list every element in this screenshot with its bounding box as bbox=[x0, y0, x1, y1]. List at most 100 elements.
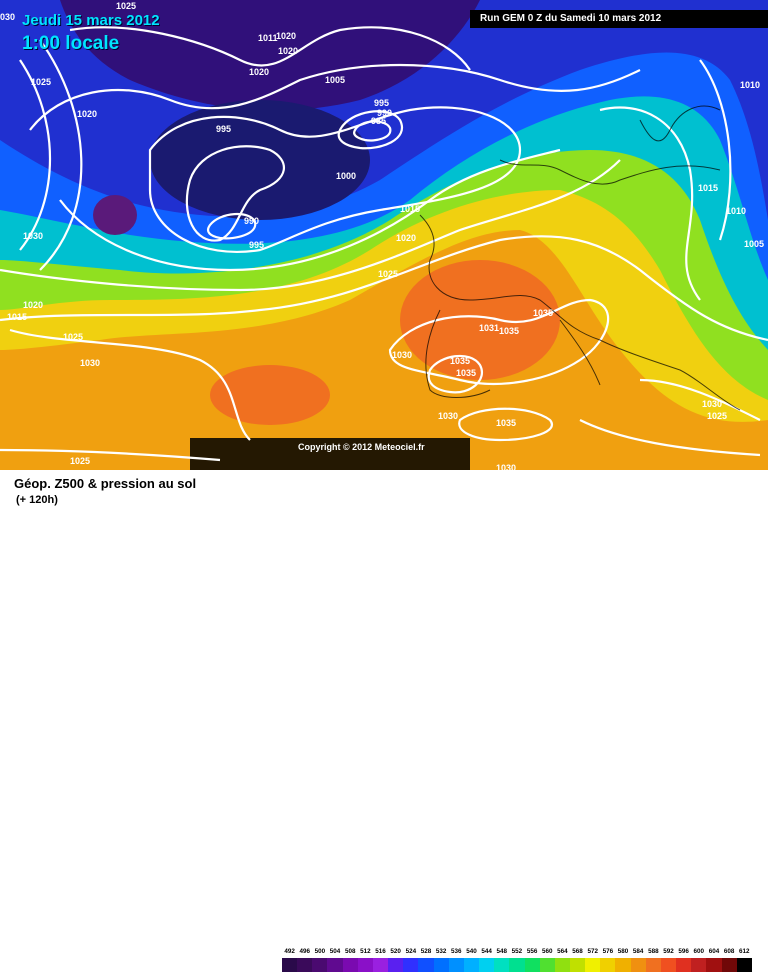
color-scale: 492 496 500 504 508 512 516 520 524 528 532 536 540 5… bbox=[282, 948, 752, 978]
isobar bbox=[59, 148, 561, 272]
scale-swatch bbox=[403, 958, 419, 972]
scale-value: 508 bbox=[344, 948, 356, 955]
pressure-label: 1020 bbox=[396, 233, 416, 243]
pressure-label: 1010 bbox=[740, 80, 760, 90]
scale-value: 536 bbox=[451, 948, 462, 955]
pressure-label: 1005 bbox=[325, 75, 345, 85]
pressure-label: 1030 bbox=[496, 463, 516, 470]
coastline bbox=[419, 214, 741, 411]
scale-value: 564 bbox=[557, 948, 568, 955]
isobar bbox=[388, 298, 610, 386]
scale-value: 560 bbox=[541, 948, 553, 955]
isobar bbox=[148, 106, 522, 253]
pressure-label: 1015 bbox=[7, 312, 27, 322]
pressure-label: 1030 bbox=[392, 350, 412, 360]
coastline bbox=[639, 105, 721, 142]
orange-core bbox=[400, 260, 560, 380]
scale-swatch bbox=[554, 958, 570, 972]
pressure-label: 990 bbox=[244, 216, 259, 226]
scale-value: 516 bbox=[375, 948, 386, 955]
coastlines bbox=[419, 105, 741, 411]
scale-swatch bbox=[539, 958, 555, 972]
scale-value: 524 bbox=[405, 948, 417, 955]
scale-value: 548 bbox=[496, 948, 508, 955]
orange-spot bbox=[210, 365, 330, 425]
scale-value: 600 bbox=[693, 948, 705, 955]
pressure-label: 985 bbox=[371, 116, 386, 126]
scale-swatch bbox=[388, 958, 404, 972]
pressure-label: 1020 bbox=[276, 31, 296, 41]
scale-value: 496 bbox=[299, 948, 310, 955]
scale-swatch bbox=[736, 958, 752, 972]
coastline bbox=[425, 309, 491, 398]
scale-swatch bbox=[615, 958, 631, 972]
isobar bbox=[185, 145, 286, 242]
scale-value: 604 bbox=[708, 948, 720, 955]
isobar bbox=[69, 26, 471, 71]
legend-footer: Géop. Z500 & pression au sol (+ 120h) 49… bbox=[0, 470, 768, 972]
legend-title: Géop. Z500 & pression au sol bbox=[14, 476, 197, 491]
scale-swatch bbox=[479, 958, 495, 972]
scale-values: 492 496 500 504 508 512 516 520 524 528 532 536 540 5… bbox=[282, 948, 752, 955]
isobar bbox=[39, 39, 83, 271]
isobar bbox=[353, 120, 392, 142]
pressure-label: 1025 bbox=[63, 332, 83, 342]
scale-swatch bbox=[721, 958, 737, 972]
scale-swatch bbox=[327, 958, 343, 972]
scale-value: 608 bbox=[723, 948, 735, 955]
pressure-label: 995 bbox=[216, 124, 231, 134]
scale-swatch bbox=[433, 958, 449, 972]
scale-value: 520 bbox=[390, 948, 401, 955]
copyright-notice: Copyright © 2012 Meteociel.fr bbox=[298, 442, 425, 452]
scale-value: 492 bbox=[284, 948, 295, 955]
isobar bbox=[427, 354, 483, 394]
scale-swatch bbox=[342, 958, 358, 972]
scale-value: 556 bbox=[526, 948, 538, 955]
scale-value: 612 bbox=[739, 948, 750, 955]
isobars bbox=[0, 26, 768, 462]
scale-swatch bbox=[706, 958, 722, 972]
pressure-label: 1020 bbox=[23, 300, 43, 310]
pressure-label: 1035 bbox=[450, 356, 470, 366]
scale-value: 540 bbox=[466, 948, 477, 955]
weather-map: 030 1025 1011 1020 1025 1020 1020 1005 9… bbox=[0, 0, 768, 470]
scale-swatch bbox=[691, 958, 707, 972]
scale-swatch bbox=[509, 958, 525, 972]
pressure-label: 1025 bbox=[707, 411, 727, 421]
scale-swatch bbox=[569, 958, 586, 972]
scale-value: 532 bbox=[435, 948, 447, 955]
scale-swatch bbox=[282, 958, 298, 972]
pressure-map-graphic: 030 1025 1011 1020 1025 1020 1020 1005 9… bbox=[0, 0, 768, 470]
scale-swatch bbox=[494, 958, 510, 972]
scale-value: 572 bbox=[587, 948, 598, 955]
isobar bbox=[19, 59, 51, 251]
pressure-label: 1030 bbox=[23, 231, 43, 241]
pressure-label: 1011 bbox=[258, 33, 278, 43]
pressure-label: 1010 bbox=[726, 206, 746, 216]
scale-swatch bbox=[524, 958, 540, 972]
pressure-label: 1030 bbox=[702, 399, 722, 409]
pressure-label: 1035 bbox=[456, 368, 476, 378]
pressure-label: 1035 bbox=[496, 418, 516, 428]
scale-value: 528 bbox=[420, 948, 432, 955]
low-pressure-core bbox=[150, 100, 370, 220]
isobar bbox=[29, 63, 641, 131]
scale-value: 584 bbox=[632, 948, 644, 955]
scale-value: 576 bbox=[602, 948, 614, 955]
isobar bbox=[206, 213, 257, 240]
purple-spot bbox=[93, 195, 137, 235]
isobar bbox=[9, 328, 251, 441]
isobar bbox=[337, 110, 404, 150]
scale-swatch bbox=[660, 958, 677, 972]
isobar bbox=[599, 106, 701, 301]
pressure-label: 1035 bbox=[499, 326, 519, 336]
forecast-date: Jeudi 15 mars 2012 bbox=[22, 12, 160, 29]
pressure-label: 995 bbox=[374, 98, 389, 108]
scale-swatch bbox=[600, 958, 616, 972]
isobar bbox=[0, 235, 768, 342]
dark-strip bbox=[190, 438, 470, 470]
scale-swatch bbox=[630, 958, 646, 972]
pressure-label: 1030 bbox=[80, 358, 100, 368]
pressure-label: 1020 bbox=[249, 67, 269, 77]
isobar bbox=[579, 419, 761, 457]
